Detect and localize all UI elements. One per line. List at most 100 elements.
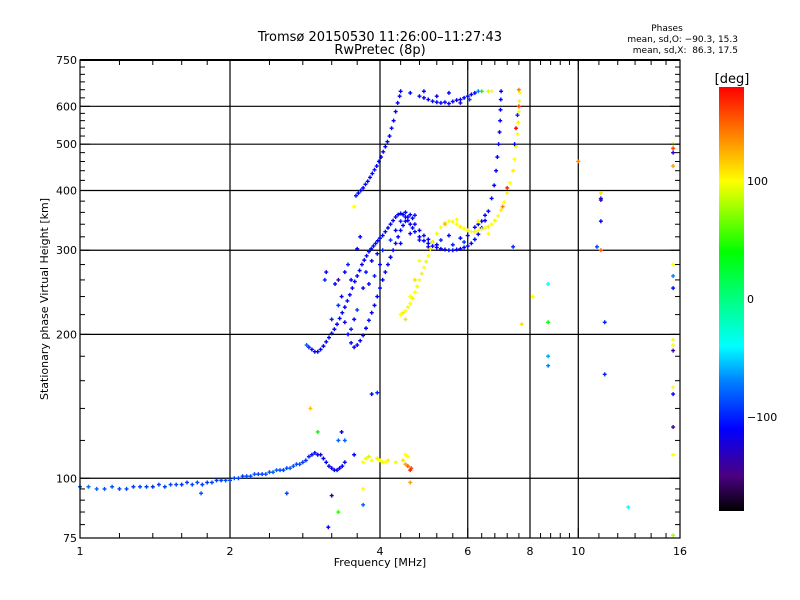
data-point (179, 482, 184, 487)
data-point (419, 271, 424, 276)
data-point (472, 237, 477, 242)
data-point (446, 90, 451, 95)
data-point (412, 229, 417, 234)
header: Tromsø 20150530 11:26:00–11:27:43 RwPret… (257, 24, 738, 58)
data-point (375, 390, 380, 395)
data-point (326, 525, 331, 530)
data-point (671, 164, 676, 169)
data-point (671, 385, 676, 390)
data-point (156, 482, 161, 487)
data-point (671, 262, 676, 267)
data-point (505, 191, 510, 196)
data-point (219, 478, 224, 483)
data-point (424, 259, 429, 264)
data-point (505, 185, 510, 190)
data-point (340, 464, 345, 469)
data-point (512, 157, 517, 162)
data-point (499, 208, 504, 213)
data-point (479, 219, 484, 224)
data-point (342, 305, 347, 310)
data-point (337, 316, 342, 321)
data-point (465, 228, 470, 233)
data-point (393, 460, 398, 465)
data-point (336, 438, 341, 443)
data-point (403, 219, 408, 224)
data-point (335, 322, 340, 327)
data-point (336, 510, 341, 515)
data-point (329, 331, 334, 336)
data-point (361, 502, 366, 507)
data-point (345, 262, 350, 267)
data-point (442, 247, 447, 252)
data-point (352, 317, 357, 322)
data-point (352, 345, 357, 350)
data-point (347, 292, 352, 297)
data-point (458, 224, 463, 229)
data-point (576, 159, 581, 164)
data-point (408, 212, 413, 217)
chart-title: Tromsø 20150530 11:26:00–11:27:43 (257, 30, 502, 45)
data-point (469, 229, 474, 234)
data-point (450, 248, 455, 253)
data-point (385, 458, 390, 463)
data-point (442, 222, 447, 227)
data-point (381, 149, 386, 154)
data-point (370, 171, 375, 176)
data-point (486, 231, 491, 236)
y-tick-label: 200 (56, 328, 77, 341)
data-point (546, 354, 551, 359)
data-point (395, 100, 400, 105)
data-point (375, 238, 380, 243)
data-point (383, 229, 388, 234)
data-point (388, 255, 393, 260)
data-point (483, 225, 488, 230)
data-point (396, 212, 401, 217)
data-point (434, 100, 439, 105)
data-point (288, 466, 293, 471)
data-point (403, 317, 408, 322)
data-point (304, 343, 309, 348)
data-point (499, 89, 504, 94)
data-point (438, 225, 443, 230)
series-scattered-points (199, 142, 676, 538)
data-point (391, 118, 396, 123)
data-point (497, 130, 502, 135)
data-point (378, 286, 382, 291)
data-point (144, 484, 149, 489)
data-point (393, 228, 398, 233)
data-point (421, 265, 426, 270)
data-point (369, 246, 374, 251)
data-point (326, 335, 331, 340)
data-point (324, 270, 329, 275)
data-point (671, 348, 676, 353)
data-point (671, 146, 676, 151)
data-point (465, 244, 470, 249)
data-point (671, 273, 676, 278)
data-point (315, 349, 320, 354)
data-point (252, 472, 257, 477)
data-point (403, 452, 408, 457)
data-point (434, 94, 439, 99)
data-point (494, 168, 499, 173)
data-point (200, 482, 205, 487)
data-point (358, 338, 363, 343)
data-point (385, 139, 390, 144)
data-point (335, 468, 340, 473)
data-point (195, 480, 200, 485)
data-point (185, 480, 190, 485)
data-point (342, 270, 347, 275)
data-point (408, 301, 413, 306)
data-point (516, 109, 521, 114)
data-point (546, 281, 551, 286)
data-point (408, 90, 413, 95)
data-point (248, 474, 253, 479)
data-point (671, 533, 676, 538)
data-point (131, 484, 136, 489)
data-point (517, 99, 522, 104)
data-point (349, 340, 354, 345)
data-point (369, 458, 374, 463)
data-point (375, 456, 380, 461)
data-point (380, 233, 385, 238)
data-point (332, 327, 337, 332)
data-point (366, 249, 371, 254)
